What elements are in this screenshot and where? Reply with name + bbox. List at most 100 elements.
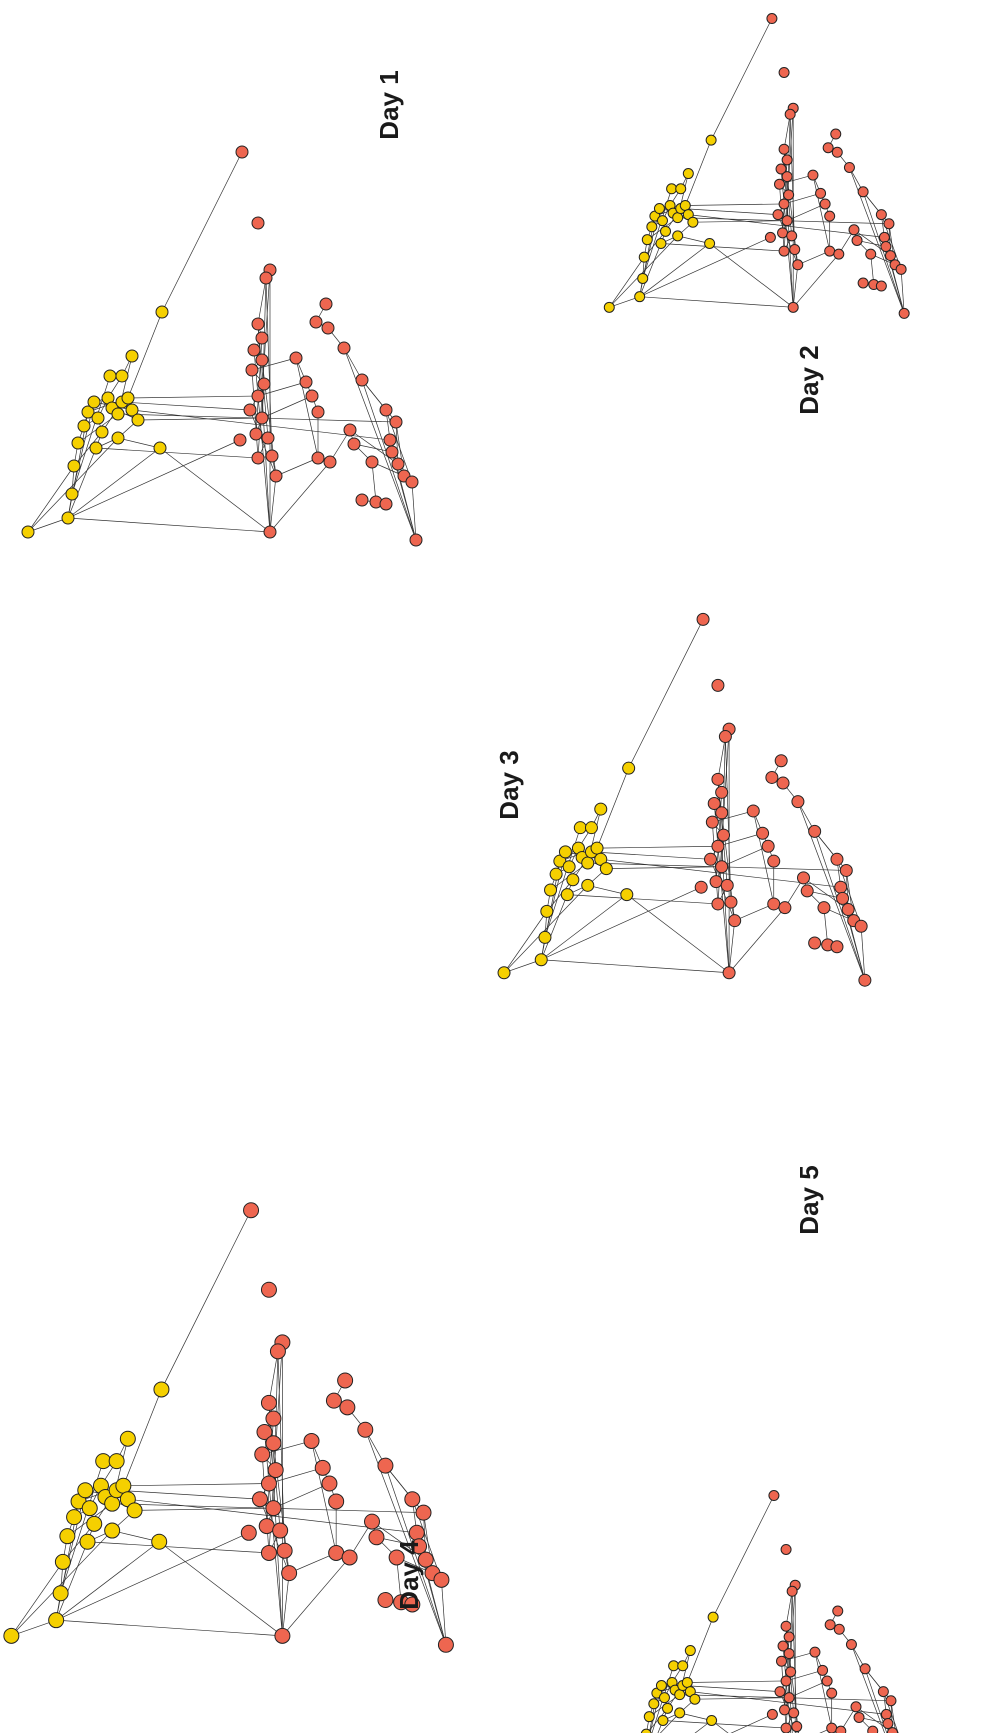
network-edge: [268, 1467, 323, 1484]
network-edge: [788, 1680, 828, 1699]
node-yellow: [634, 291, 646, 303]
network-edge: [161, 1210, 252, 1390]
network-edge: [862, 191, 890, 224]
node-red: [898, 307, 910, 319]
node-red: [807, 169, 819, 181]
node-red: [772, 209, 784, 221]
network-edge: [626, 894, 730, 974]
node-yellow: [59, 1528, 76, 1545]
node-yellow: [48, 1612, 65, 1629]
network-edge: [121, 401, 251, 411]
node-yellow: [562, 860, 576, 874]
network-edge: [591, 851, 711, 860]
network-edge: [781, 1651, 816, 1662]
network-edge: [860, 926, 866, 981]
node-yellow: [111, 407, 125, 421]
node-red: [711, 678, 725, 692]
node-red: [255, 331, 269, 345]
node-yellow: [125, 403, 139, 417]
node-yellow: [52, 1585, 69, 1602]
node-red: [780, 1620, 792, 1632]
node-yellow: [672, 230, 684, 242]
network-edge: [268, 1351, 279, 1403]
node-red: [764, 231, 776, 243]
network-edge: [721, 845, 769, 868]
node-red: [321, 1475, 338, 1492]
panel-label-day-1: Day 1: [374, 70, 404, 139]
network-edge: [541, 886, 702, 961]
node-yellow: [640, 1728, 652, 1733]
network-edge: [56, 1532, 249, 1621]
node-red: [857, 186, 869, 198]
node-red: [792, 259, 804, 271]
node-red: [321, 321, 335, 335]
node-red: [305, 389, 319, 403]
node-yellow: [77, 419, 91, 433]
node-yellow: [549, 867, 563, 881]
node-red: [867, 1725, 879, 1733]
network-edge: [734, 903, 774, 922]
network-edge: [123, 1483, 269, 1487]
network-edge: [797, 250, 830, 266]
node-yellow: [558, 845, 572, 859]
network-edge: [694, 1697, 790, 1700]
node-red: [260, 1281, 277, 1298]
node-red: [791, 1721, 803, 1733]
node-yellow: [679, 199, 691, 211]
node-red: [311, 451, 325, 465]
network-edge: [73, 431, 103, 467]
node-yellow: [641, 234, 653, 246]
node-red: [808, 824, 822, 838]
node-red: [254, 1446, 271, 1463]
node-red: [404, 1491, 421, 1508]
node-red: [783, 1648, 795, 1660]
node-red: [724, 895, 738, 909]
node-red: [775, 163, 787, 175]
network-edge: [540, 894, 568, 960]
node-red: [859, 1663, 871, 1675]
node-red: [875, 280, 887, 292]
network-edge: [11, 1530, 113, 1637]
node-red: [766, 13, 778, 25]
network-edge: [282, 1573, 290, 1636]
node-red: [779, 1704, 791, 1716]
network-edge: [371, 461, 377, 503]
node-red: [258, 1518, 275, 1535]
node-yellow: [89, 441, 103, 455]
network-edge: [257, 381, 307, 397]
network-edge: [127, 311, 163, 399]
network-edge: [159, 447, 271, 533]
node-yellow: [638, 251, 650, 263]
node-red: [437, 1636, 454, 1653]
network-edge: [814, 831, 847, 871]
node-yellow: [66, 1509, 83, 1526]
node-red: [343, 423, 357, 437]
network-edge: [251, 357, 297, 371]
node-red: [817, 1664, 829, 1676]
network-edge: [269, 461, 331, 533]
node-yellow: [497, 966, 511, 980]
network-edge: [27, 465, 75, 533]
node-red: [341, 1549, 358, 1566]
network-edge: [639, 243, 710, 297]
node-red: [265, 1410, 282, 1427]
node-red: [709, 875, 723, 889]
node-red: [817, 901, 831, 915]
node-red: [848, 224, 860, 236]
node-yellow: [682, 168, 694, 180]
node-yellow: [707, 1611, 719, 1623]
network-edge: [311, 1440, 337, 1554]
node-red: [822, 142, 834, 154]
network-edge: [127, 395, 259, 399]
node-red: [746, 804, 760, 818]
network-edge: [783, 192, 821, 205]
network-edge: [262, 1440, 312, 1455]
node-yellow: [61, 511, 75, 525]
node-yellow: [653, 203, 665, 215]
network-edge: [786, 203, 826, 222]
node-red: [289, 351, 303, 365]
node-red: [251, 317, 265, 331]
node-yellow: [668, 1660, 680, 1672]
node-red: [388, 1549, 405, 1566]
node-yellow: [3, 1627, 20, 1644]
